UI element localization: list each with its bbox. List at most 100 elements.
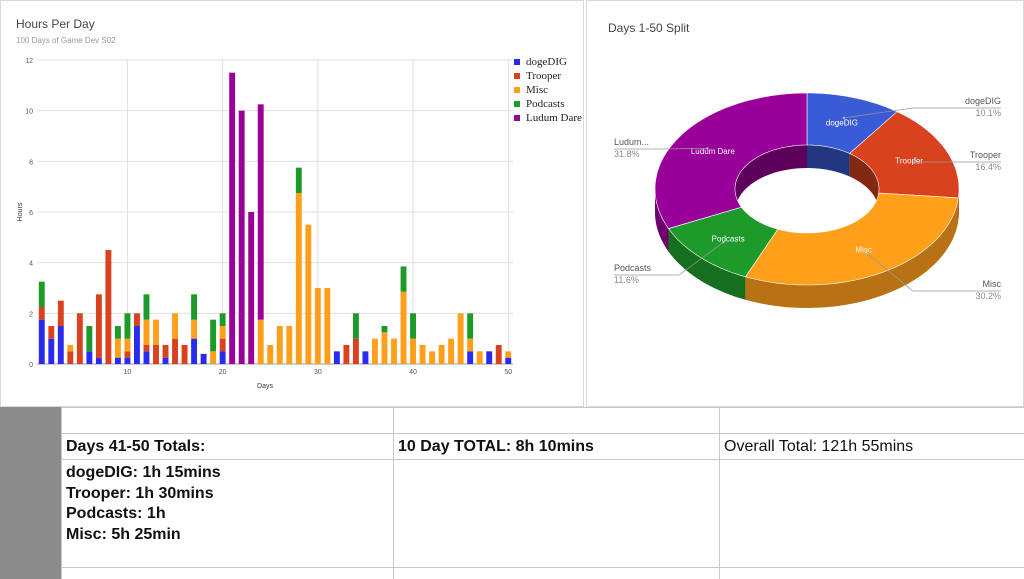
grid-line [61, 433, 1024, 434]
donut-chart-title: Days 1-50 Split [608, 21, 690, 35]
bar-segment [210, 351, 217, 364]
bar-segment [67, 351, 74, 364]
bar-segment [219, 313, 226, 326]
y-axis-label: Hours [17, 202, 24, 221]
donut-slice [744, 192, 959, 286]
legend-label: dogeDIG [526, 56, 567, 68]
bar-segment [286, 326, 293, 364]
callout-percent: 16.4% [975, 162, 1001, 172]
x-tick-label: 50 [504, 369, 512, 376]
bar-segment [362, 351, 369, 364]
bar-segment [410, 338, 416, 364]
bar-segment [400, 291, 407, 364]
bar-segment [476, 351, 483, 364]
bar-segment [172, 313, 178, 339]
bar-segment [143, 351, 150, 364]
callout-percent: 31.8% [614, 149, 640, 159]
bar-segment [162, 357, 169, 364]
bar-segment [467, 313, 474, 339]
donut-slice [849, 111, 960, 199]
donut-side-wall [668, 228, 746, 300]
bar-segment [429, 351, 436, 364]
bar-segment [352, 338, 359, 364]
donut-hole-wall [849, 153, 879, 212]
bar-segment [267, 345, 274, 364]
slice-inner-label: Podcasts [712, 235, 745, 244]
bar-segment [219, 338, 226, 352]
bar-segment [505, 351, 512, 358]
bar-segment [229, 72, 236, 365]
callout-percent: 10.1% [975, 108, 1001, 118]
bar-segment [181, 345, 188, 364]
spreadsheet-area: Days 41-50 Totals: 10 Day TOTAL: 8h 10mi… [0, 407, 1024, 579]
bar-segment [114, 326, 121, 339]
bar-segment [143, 345, 150, 352]
bar-segment [438, 345, 445, 364]
ten-day-total-cell[interactable]: 10 Day TOTAL: 8h 10mins [398, 438, 594, 455]
bar-segment [143, 294, 150, 320]
legend-label: Misc [526, 84, 548, 96]
bar-segment [76, 313, 83, 364]
bar-segment [295, 193, 302, 364]
legend-label: Podcasts [526, 98, 565, 110]
legend-swatch [514, 59, 520, 65]
y-tick-label: 2 [29, 311, 33, 318]
bar-segment [153, 319, 159, 345]
bar-segment [124, 357, 131, 364]
callout-label: Trooper [970, 150, 1001, 160]
grid-line [393, 407, 394, 579]
totals-heading-cell[interactable]: Days 41-50 Totals: [66, 438, 206, 455]
bar-segment [67, 345, 74, 352]
bar-segment [162, 345, 169, 358]
callout-label: Misc [983, 279, 1002, 289]
bar-segment [219, 351, 226, 364]
bar-segment [333, 351, 340, 364]
slice-inner-label: dogeDIG [826, 118, 858, 127]
bar-segment [134, 313, 140, 326]
bar-segment [210, 319, 217, 352]
bar-segment [324, 288, 331, 364]
bar-segment [95, 294, 102, 358]
bar-segment [86, 351, 93, 364]
callout-label: Ludum... [614, 137, 649, 147]
bar-segment [57, 300, 64, 326]
donut-slice [806, 92, 898, 154]
breakdown-line: Trooper: 1h 30mins [66, 484, 214, 502]
callout-line [912, 158, 1001, 163]
breakdown-line: dogeDIG: 1h 15mins [66, 464, 221, 481]
bar-segment [200, 353, 207, 364]
y-tick-label: 0 [29, 362, 33, 369]
bar-segment [124, 338, 131, 352]
callout-dot [913, 157, 917, 160]
legend-label: Ludum Dare [526, 112, 582, 124]
bar-segment [191, 319, 198, 339]
breakdown-line: Podcasts: 1h [66, 505, 166, 522]
bar-segment [114, 357, 121, 364]
bar-segment [372, 338, 378, 364]
bar-segment [95, 357, 102, 364]
bar-segment [134, 326, 140, 364]
bar-segment [400, 266, 407, 292]
x-axis-label: Days [257, 383, 273, 390]
callout-label: dogeDIG [965, 96, 1001, 106]
row-header-gutter [0, 407, 61, 579]
bar-segment [295, 167, 302, 193]
overall-total-cell[interactable]: Overall Total: 121h 55mins [724, 438, 914, 455]
legend-swatch [514, 87, 520, 93]
x-tick-label: 30 [314, 369, 322, 376]
bar-segment [38, 319, 45, 364]
legend-swatch [514, 101, 520, 107]
bar-segment [48, 338, 55, 364]
totals-breakdown-cell[interactable]: dogeDIG: 1h 15mins Trooper: 1h 30mins Po… [66, 463, 221, 545]
donut-hole-wall [807, 145, 850, 177]
bar-segment [486, 351, 493, 364]
bar-chart-svg: 0 2 4 6 8 10 12 10 20 30 40 50 Hours Days dogeDIG Troop… [17, 56, 582, 390]
breakdown-line: Misc: 5h 25min [66, 525, 181, 543]
donut-side-wall [745, 197, 959, 308]
callout-line [866, 253, 1001, 292]
bar-segment [191, 294, 198, 320]
bar-segment [305, 224, 312, 364]
y-tick-label: 6 [29, 210, 33, 217]
bar-segment [86, 326, 93, 352]
bar-segment [257, 319, 264, 364]
